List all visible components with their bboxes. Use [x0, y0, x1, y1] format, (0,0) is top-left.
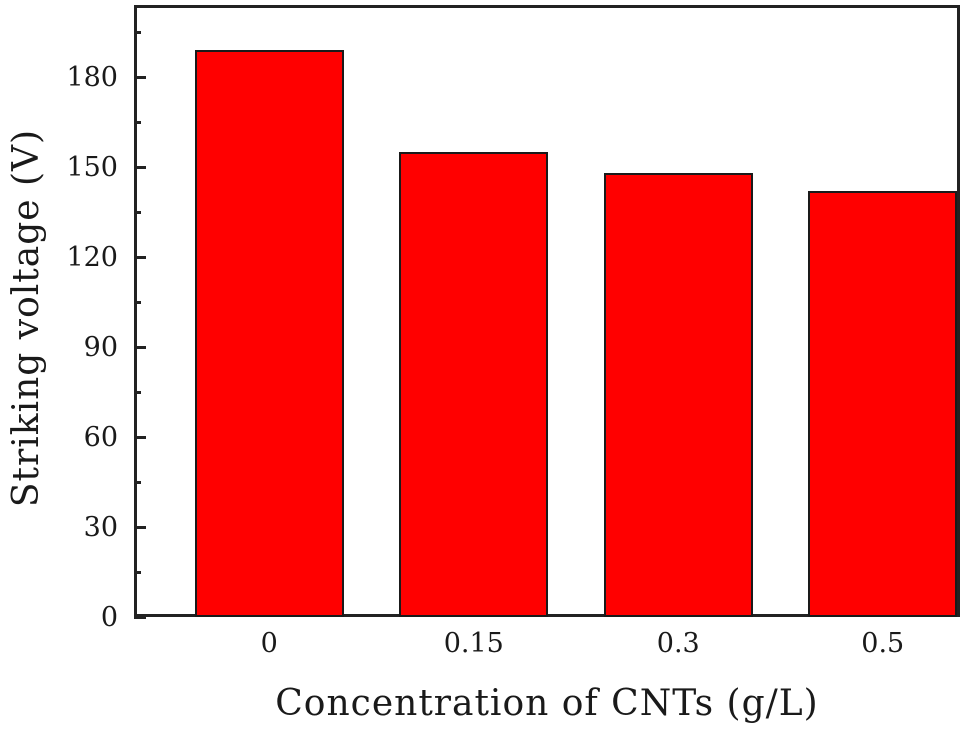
y-minor-tick	[134, 480, 141, 484]
y-major-tick	[134, 345, 146, 349]
y-minor-tick	[134, 120, 141, 124]
x-tick-label: 0	[260, 628, 278, 659]
y-minor-tick	[134, 30, 141, 34]
y-tick-label: 120	[66, 242, 118, 273]
y-major-tick	[134, 615, 146, 619]
bar-0.15	[399, 152, 549, 617]
x-tick-label: 0.15	[443, 628, 504, 659]
y-tick-label: 90	[83, 332, 118, 363]
bar-0	[194, 50, 344, 617]
y-tick-label: 0	[100, 602, 118, 633]
y-tick-label: 60	[83, 422, 118, 453]
y-minor-tick	[134, 570, 141, 574]
x-axis-title: Concentration of CNTs (g/L)	[275, 683, 819, 724]
y-axis-title: Striking voltage (V)	[6, 128, 47, 508]
y-tick-label: 150	[66, 152, 118, 183]
bar-0.3	[603, 173, 753, 617]
x-tick-label: 0.5	[861, 628, 905, 659]
y-minor-tick	[134, 390, 141, 394]
y-minor-tick	[134, 210, 141, 214]
y-major-tick	[134, 525, 146, 529]
y-tick-label: 180	[66, 62, 118, 93]
y-tick-label: 30	[83, 512, 118, 543]
y-minor-tick	[134, 300, 141, 304]
y-major-tick	[134, 435, 146, 439]
bar-0.5	[808, 191, 958, 617]
y-major-tick	[134, 255, 146, 259]
y-major-tick	[134, 165, 146, 169]
x-tick-label: 0.3	[656, 628, 700, 659]
y-major-tick	[134, 75, 146, 79]
